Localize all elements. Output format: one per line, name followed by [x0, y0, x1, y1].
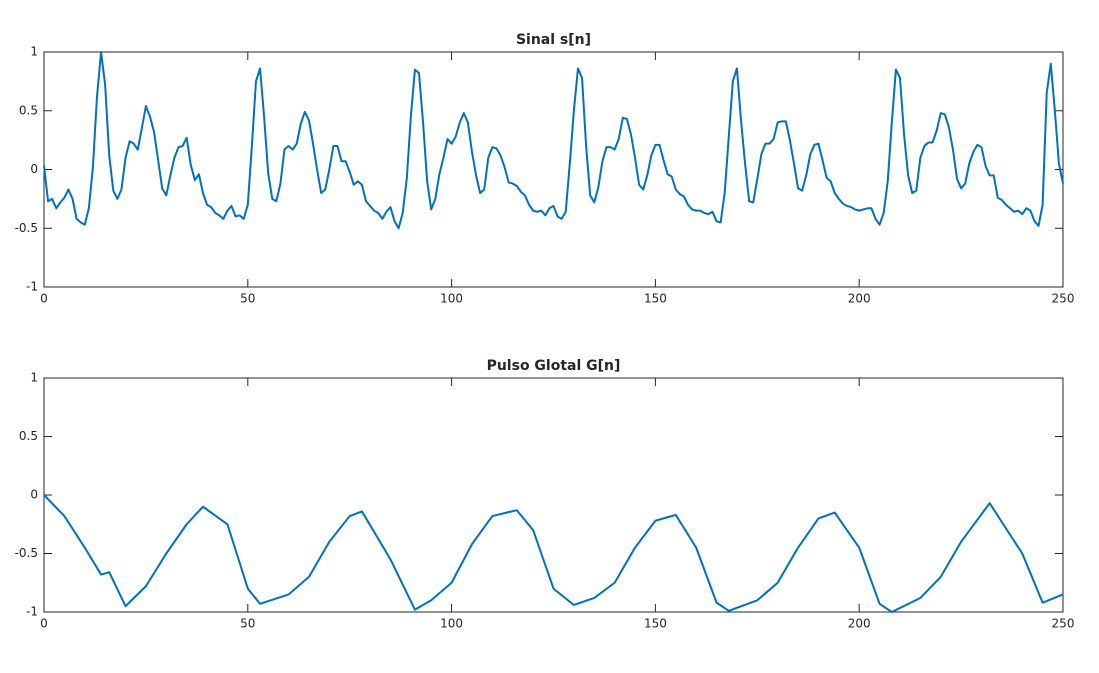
y-tick-label: 0 [30, 162, 38, 176]
x-tick-label: 50 [240, 292, 255, 306]
data-line [43, 51, 1064, 230]
x-tick-label: 0 [40, 617, 48, 631]
y-tick-label: 1 [30, 45, 38, 59]
x-tick-label: 250 [1052, 617, 1075, 631]
x-tick-label: 100 [440, 617, 463, 631]
x-tick-label: 200 [848, 292, 871, 306]
axes-box [43, 377, 1064, 613]
axes-box [43, 51, 1064, 288]
y-tick-label: -0.5 [15, 221, 38, 235]
chart-title: Sinal s[n] [516, 32, 591, 48]
chart-title: Pulso Glotal G[n] [487, 358, 621, 374]
x-tick-label: 200 [848, 617, 871, 631]
y-tick-label: 1 [30, 371, 38, 385]
data-line [43, 494, 1064, 613]
x-tick-label: 150 [644, 292, 667, 306]
x-tick-label: 50 [240, 617, 255, 631]
x-tick-label: 150 [644, 617, 667, 631]
y-tick-label: -1 [26, 605, 38, 619]
y-tick-label: -0.5 [15, 546, 38, 560]
y-tick-label: -1 [26, 280, 38, 294]
y-tick-label: 0 [30, 488, 38, 502]
x-tick-label: 250 [1052, 292, 1075, 306]
x-tick-label: 100 [440, 292, 463, 306]
y-tick-label: 0.5 [19, 429, 38, 443]
y-tick-label: 0.5 [19, 103, 38, 117]
x-tick-label: 0 [40, 292, 48, 306]
